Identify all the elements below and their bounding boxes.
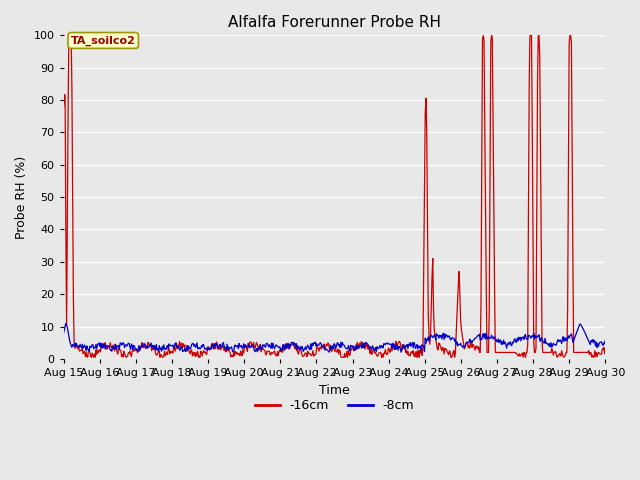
Title: Alfalfa Forerunner Probe RH: Alfalfa Forerunner Probe RH bbox=[228, 15, 441, 30]
X-axis label: Time: Time bbox=[319, 384, 350, 396]
Text: TA_soilco2: TA_soilco2 bbox=[71, 36, 136, 46]
Y-axis label: Probe RH (%): Probe RH (%) bbox=[15, 156, 28, 239]
Legend: -16cm, -8cm: -16cm, -8cm bbox=[250, 395, 419, 418]
